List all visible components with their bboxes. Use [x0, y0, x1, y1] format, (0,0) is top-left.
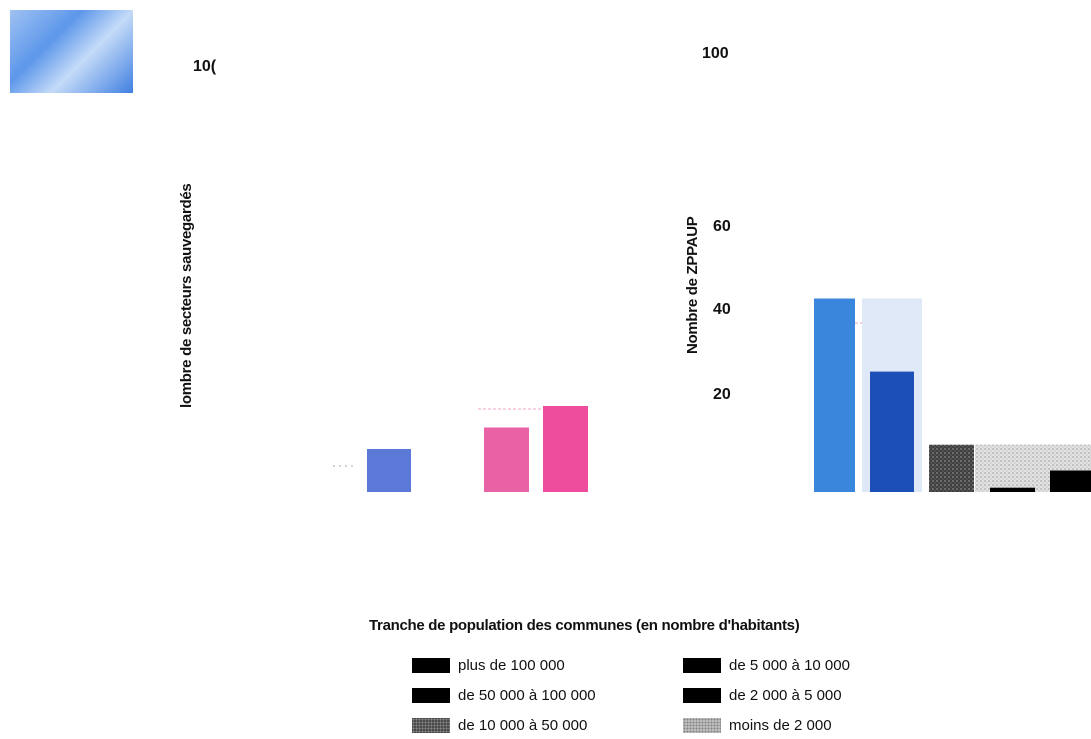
legend-label: moins de 2 000 [729, 716, 832, 734]
chart1-y-tick-label: 10( [193, 58, 217, 75]
legend-label: de 2 000 à 5 000 [729, 686, 842, 704]
legend-item: de 5 000 à 10 000 [683, 656, 850, 674]
chart2-bar-de-2-000-5-000 [1050, 470, 1091, 492]
legend-item: plus de 100 000 [412, 656, 565, 674]
legend-item: moins de 2 000 [683, 716, 832, 734]
legend-swatch [683, 717, 721, 733]
legend-swatch [412, 687, 450, 703]
legend-item: de 2 000 à 5 000 [683, 686, 842, 704]
legend-label: de 5 000 à 10 000 [729, 656, 850, 674]
chart2-y-tick-label-100: 100 [702, 45, 729, 62]
chart1-bar-plus-de-100-000 [367, 449, 411, 492]
chart2-y-tick-label-20: 20 [713, 386, 731, 403]
legend-label: de 10 000 à 50 000 [458, 716, 588, 734]
legend-swatch [683, 687, 721, 703]
chart2-y-tick-label-40: 40 [713, 301, 731, 318]
chart2-y-tick-label-60: 60 [713, 218, 731, 235]
chart2-bar-de-50-000-100-000 [870, 371, 914, 492]
legend-item: de 10 000 à 50 000 [412, 716, 587, 734]
legend-item: de 50 000 à 100 000 [412, 686, 596, 704]
legend-swatch [412, 717, 450, 733]
chart1-bar-de-5-000-10-000 [543, 406, 588, 492]
legend-swatch [683, 657, 721, 673]
chart2-bar-de-5-000-10-000 [990, 487, 1035, 492]
legend-swatch [412, 657, 450, 673]
chart1-bar-de-10-000-50-000 [484, 427, 529, 492]
chart2-bar-de-10-000-50-000 [929, 444, 974, 492]
legend-label: plus de 100 000 [458, 656, 565, 674]
legend-label: de 50 000 à 100 000 [458, 686, 596, 704]
chart2-bar-plus-de-100-000 [814, 298, 855, 492]
legend-title: Tranche de population des communes (en n… [369, 617, 800, 634]
decorative-gradient-image [10, 10, 133, 93]
